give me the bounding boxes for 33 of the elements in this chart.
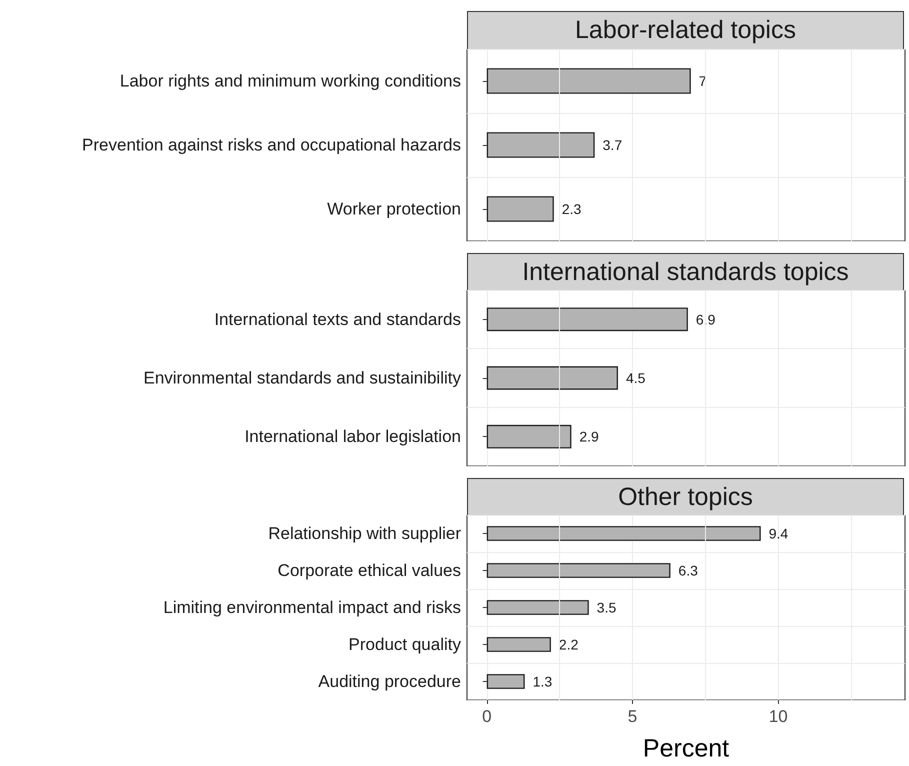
x-tick-label: 5	[628, 707, 638, 726]
data-label: 1.3	[532, 674, 552, 690]
y-tick-label: International texts and standards	[214, 310, 461, 329]
data-label: 9.4	[768, 526, 788, 542]
y-tick-label: Worker protection	[327, 200, 461, 218]
x-tick-label: 10	[768, 707, 788, 726]
data-label: 4.5	[626, 370, 646, 386]
y-tick-label: Limiting environmental impact and risks	[163, 598, 461, 617]
bar	[486, 563, 670, 578]
y-tick-label: Prevention against risks and occupational hazards	[82, 136, 461, 154]
data-label: 6.9	[696, 311, 716, 328]
y-tick-label: Environmental standards and sustainibility	[143, 368, 462, 388]
data-label: 2.2	[558, 636, 579, 652]
y-tick-label: Auditing procedure	[318, 672, 461, 691]
y-tick-label: Relationship with supplier	[268, 524, 462, 543]
bar	[486, 600, 589, 615]
data-label: 2.9	[579, 428, 600, 445]
y-tick-label: International labor legislation	[244, 427, 461, 446]
data-label: 2.3	[562, 201, 582, 217]
bar	[486, 526, 761, 541]
bar	[486, 674, 525, 689]
y-tick-label: Product quality	[348, 635, 462, 654]
y-tick-label: Corporate ethical values	[278, 561, 461, 580]
data-label: 3.7	[602, 137, 622, 153]
x-tick-label: 0	[482, 707, 492, 726]
chart-title: Labor-related topics	[467, 11, 904, 50]
x-axis-title: Percent	[642, 734, 730, 762]
data-label: 3.5	[596, 600, 616, 616]
data-label: 6.3	[678, 562, 698, 578]
bar	[486, 637, 551, 652]
chart-title: International standards topics	[467, 253, 904, 291]
y-tick-label: Labor rights and minimum working conditions	[120, 72, 461, 90]
chart-title: Other topics	[467, 478, 904, 516]
